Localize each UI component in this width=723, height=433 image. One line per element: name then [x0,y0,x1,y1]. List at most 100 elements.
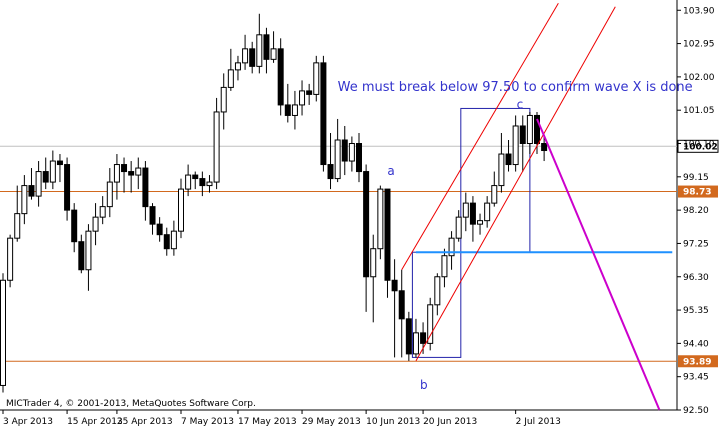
bullish-candle [448,237,455,257]
price-tick-label: 93.45 [683,373,709,383]
bullish-candle [512,125,519,166]
bullish-candle [242,48,249,64]
bearish-candle [199,178,206,187]
price-tick-label: 102.95 [683,40,715,50]
bearish-candle [363,171,370,278]
bullish-candle [206,181,213,187]
bearish-candle [64,164,71,211]
price-axis: 103.90 102.95 102.00 101.05 100.10 99.15 98.20… [677,6,715,416]
bullish-candle [434,276,441,306]
bullish-candle [49,160,56,183]
price-level-badge [678,185,718,198]
price-level-label: 98.73 [683,188,711,198]
bullish-candle [35,171,42,197]
bearish-candle [156,223,163,236]
bullish-candle [14,213,21,239]
bullish-candle [21,185,28,215]
bearish-candle [541,143,548,152]
copyright-text: MICTrader 4, © 2001-2013, MetaQuotes Sof… [6,399,256,409]
bullish-candle [348,143,355,162]
candles [0,13,548,393]
bearish-candle [391,279,398,292]
bullish-candle [220,86,227,113]
price-tick-label: 96.30 [683,273,709,283]
price-tick-label: 102.00 [683,73,715,83]
bearish-candle [249,48,256,67]
bearish-candle [142,167,149,208]
time-tick-label: 29 May 2013 [302,417,361,427]
price-tick-label: 94.40 [683,339,709,349]
bearish-candle [192,174,199,180]
bullish-candle [313,62,320,95]
time-tick-label: 7 May 2013 [181,417,234,427]
bullish-candle [135,167,142,176]
channel-upper-line [401,2,559,270]
bullish-candle [227,69,234,88]
price-level-label: 93.89 [683,357,711,367]
time-tick-label: 17 May 2013 [238,417,297,427]
bullish-candle [334,139,341,180]
bullish-candle [213,111,220,183]
bearish-candle [398,290,405,320]
bearish-candle [420,332,427,344]
bullish-candle [370,248,377,278]
bullish-candle [427,304,434,344]
bullish-candle [299,90,306,106]
bearish-candle [505,153,512,166]
bearish-candle [534,114,540,145]
chart-labels: We must break below 97.50 to confirm wav… [6,80,693,409]
bullish-candle [377,188,384,250]
bullish-candle [106,181,113,208]
plot-frame [0,0,678,411]
bullish-candle [270,48,277,60]
bearish-candle [341,139,348,162]
bullish-candle [7,237,14,281]
time-tick-label: 3 Apr 2013 [3,417,53,427]
bearish-candle [356,143,362,173]
price-tick-label: 101.05 [683,106,715,116]
price-level-badge [678,355,718,368]
bearish-candle [405,318,412,355]
bearish-candle [28,185,35,197]
bullish-candle [484,202,491,222]
bullish-candle [441,255,448,278]
bullish-candle [178,188,184,232]
bearish-candle [163,234,170,250]
bullish-candle [256,34,263,67]
bearish-candle [263,34,270,60]
bullish-candle [234,62,241,71]
bearish-candle [149,206,156,225]
bearish-candle [277,48,284,106]
bearish-candle [519,125,526,145]
bullish-candle [455,216,462,239]
wave-label-a: a [387,164,394,178]
price-tick-label: 99.15 [683,173,709,183]
current-price-label: 100.02 [683,142,718,152]
bearish-candle [327,164,334,180]
bearish-candle [284,104,291,116]
channel-lower-line [415,6,616,362]
bullish-candle [170,230,177,250]
current-price-badge [677,139,719,153]
wave-box [460,107,531,253]
time-tick-label: 25 Apr 2013 [117,417,173,427]
bearish-candle [121,164,128,173]
time-tick-label: 20 Jun 2013 [423,417,477,427]
bearish-candle [384,188,391,281]
bullish-candle [462,202,469,218]
bullish-candle [412,332,419,355]
bullish-candle [491,185,498,204]
bullish-candle [291,104,298,116]
bullish-candle [185,174,192,190]
bullish-candle [92,216,99,232]
price-tick-label: 95.35 [683,306,709,316]
bullish-candle [85,230,92,271]
bearish-candle [128,171,135,176]
bullish-candle [113,164,120,183]
bullish-candle [0,279,6,386]
bearish-candle [71,209,78,243]
bearish-candle [320,62,327,166]
time-tick-label: 15 Apr 2013 [67,417,123,427]
